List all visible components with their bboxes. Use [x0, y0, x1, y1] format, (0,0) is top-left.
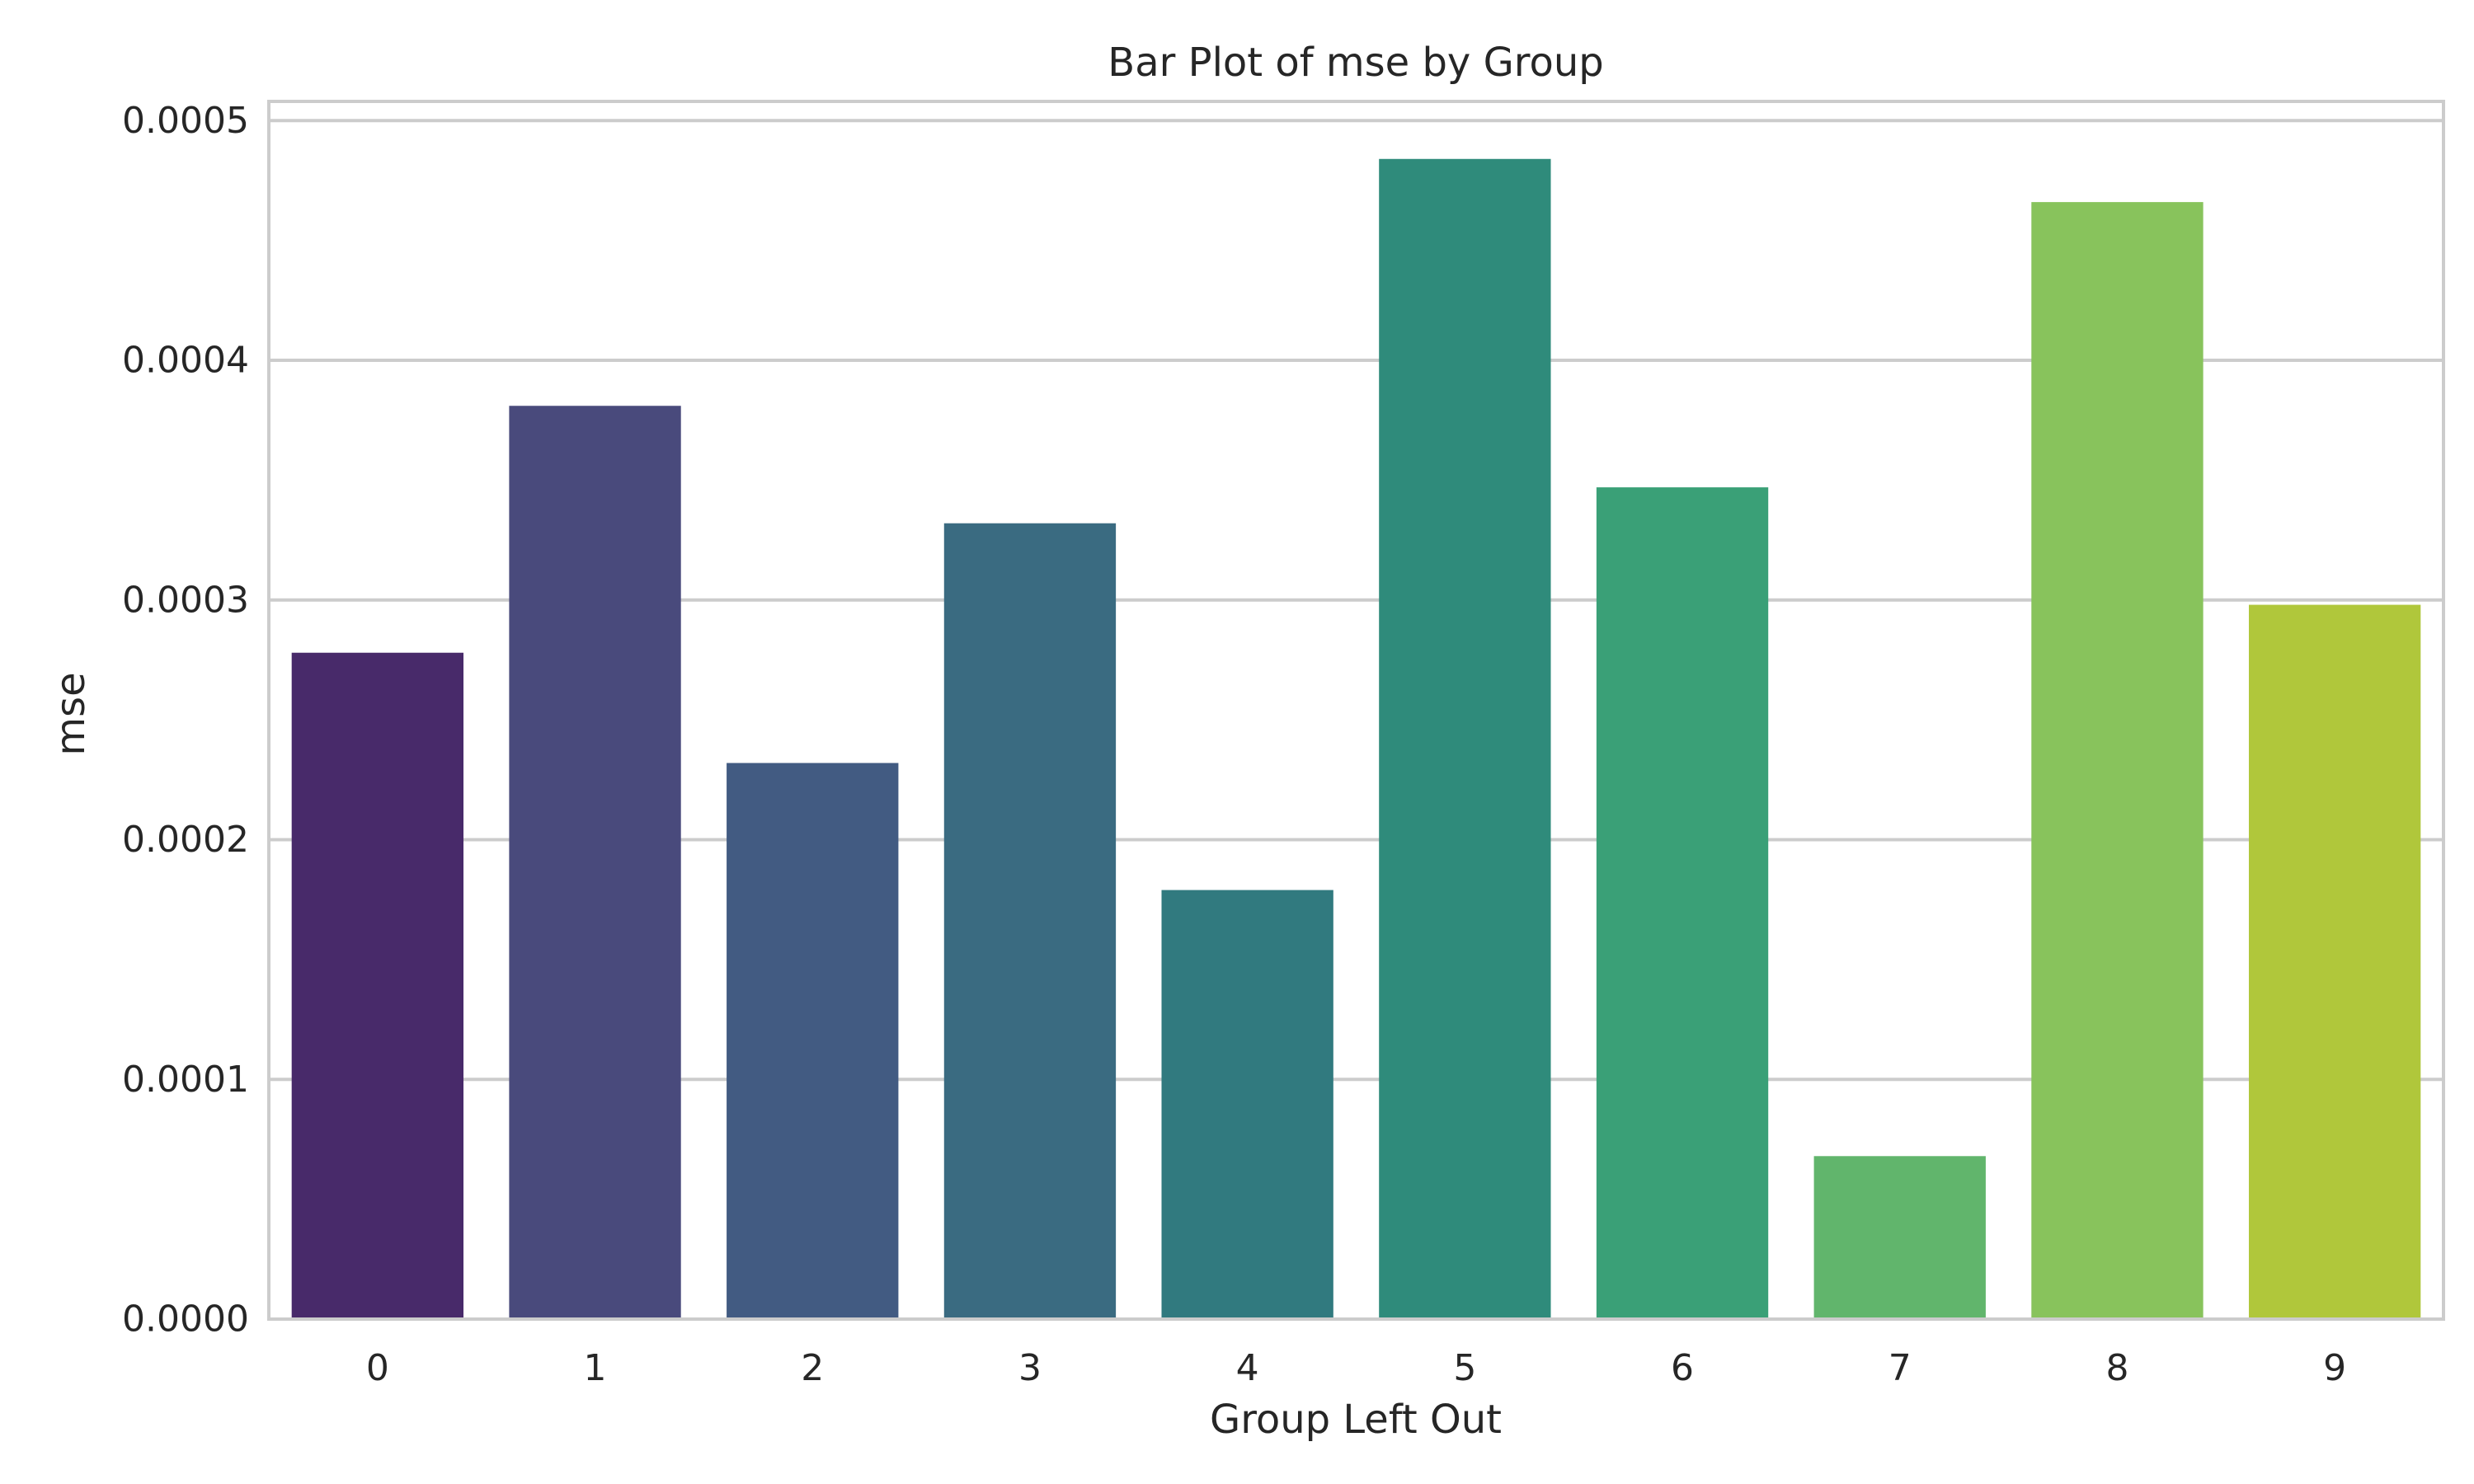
bar-group-9 — [2248, 604, 2421, 1319]
x-tick-label: 9 — [2323, 1347, 2346, 1389]
bar-group-8 — [2031, 202, 2204, 1320]
x-tick-label: 1 — [584, 1347, 607, 1389]
y-tick-label: 0.0000 — [122, 1298, 249, 1341]
y-tick-label: 0.0005 — [122, 100, 249, 142]
bar-group-1 — [509, 406, 681, 1319]
bar-group-4 — [1161, 890, 1333, 1319]
x-tick-label: 5 — [1453, 1347, 1476, 1389]
bar-group-6 — [1596, 487, 1769, 1319]
y-axis-label: mse — [48, 672, 94, 755]
x-tick-label: 4 — [1236, 1347, 1259, 1389]
chart-title: Bar Plot of mse by Group — [1108, 40, 1603, 86]
y-tick-label: 0.0004 — [122, 340, 249, 382]
y-tick-labels: 0.0000 0.0001 0.0002 0.0003 0.0004 0.0005 — [122, 100, 249, 1341]
x-tick-label: 3 — [1018, 1347, 1042, 1389]
bar-group-5 — [1379, 158, 1551, 1319]
bar-group-7 — [1813, 1156, 1986, 1319]
bars — [291, 158, 2421, 1320]
x-tick-labels: 0 1 2 3 4 5 6 7 8 9 — [366, 1347, 2346, 1389]
x-axis-label: Group Left Out — [1210, 1397, 1502, 1443]
x-tick-label: 6 — [1671, 1347, 1694, 1389]
bar-group-0 — [291, 652, 464, 1319]
plot-frame — [267, 100, 2445, 1321]
x-tick-label: 8 — [2105, 1347, 2128, 1389]
y-tick-label: 0.0002 — [122, 819, 249, 861]
x-tick-label: 7 — [1888, 1347, 1912, 1389]
y-tick-label: 0.0003 — [122, 579, 249, 621]
x-tick-label: 2 — [801, 1347, 824, 1389]
y-tick-label: 0.0001 — [122, 1059, 249, 1101]
x-tick-label: 0 — [366, 1347, 389, 1389]
bar-group-2 — [727, 763, 899, 1319]
bar-group-3 — [943, 523, 1117, 1319]
